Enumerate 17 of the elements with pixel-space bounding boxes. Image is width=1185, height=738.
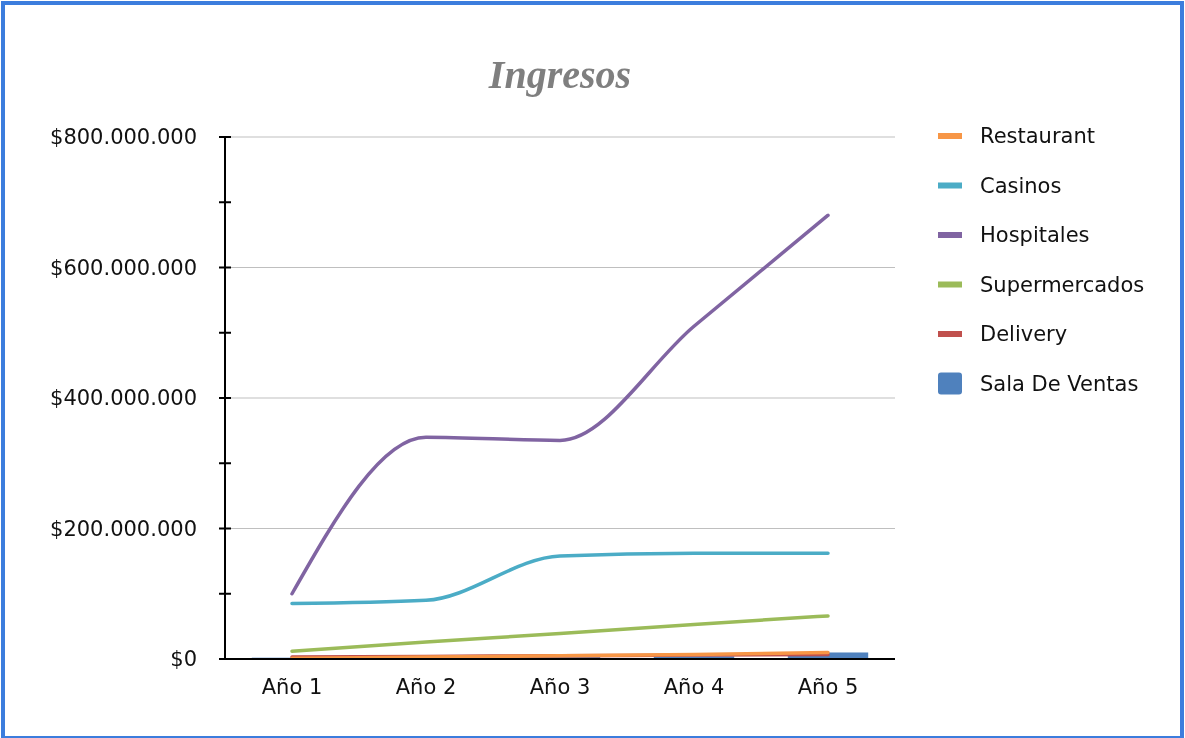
y-tick-label: $0 <box>170 647 197 672</box>
legend-label: Sala De Ventas <box>980 371 1139 396</box>
y-tick-label: $800.000.000 <box>50 125 197 150</box>
x-tick-label: Año 5 <box>797 675 859 699</box>
y-tick-label: $200.000.000 <box>50 516 197 541</box>
y-tick-label: $400.000.000 <box>50 386 197 411</box>
x-tick-label: Año 4 <box>663 675 725 699</box>
legend-label: Supermercados <box>980 272 1145 297</box>
legend-label: Delivery <box>980 322 1068 347</box>
chart-title: Ingresos <box>487 52 632 97</box>
y-tick-label: $600.000.000 <box>50 255 197 280</box>
legend-label: Hospitales <box>980 223 1090 248</box>
legend-label: Casinos <box>980 173 1062 198</box>
x-tick-label: Año 2 <box>395 675 457 699</box>
x-tick-label: Año 3 <box>529 675 591 699</box>
x-tick-label: Año 1 <box>261 675 323 699</box>
legend-label: Restaurant <box>980 124 1095 149</box>
